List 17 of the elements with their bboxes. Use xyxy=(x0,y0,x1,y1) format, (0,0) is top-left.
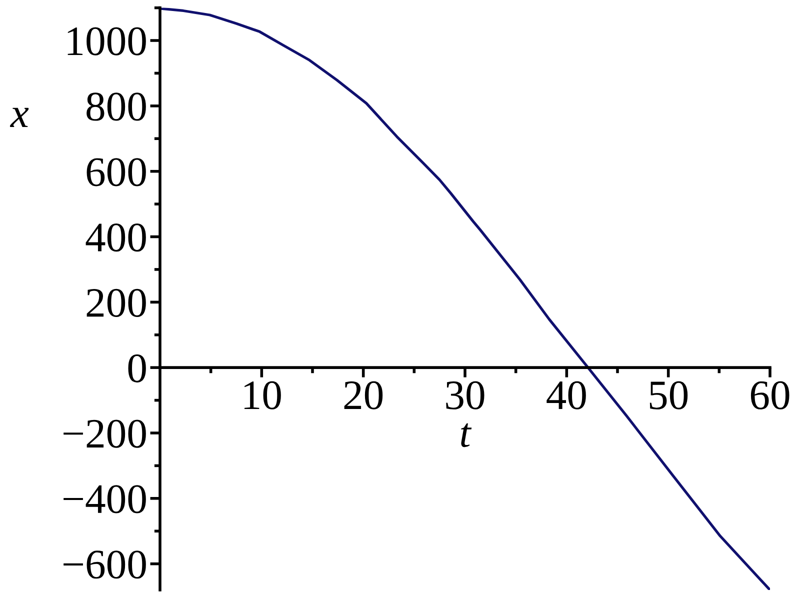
y-tick-label: −200 xyxy=(64,420,146,448)
x-tick-label: 20 xyxy=(344,381,383,410)
x-tick-label: 40 xyxy=(546,381,586,410)
y-tick-label: 0 xyxy=(128,354,146,382)
x-tick-label: 60 xyxy=(750,381,790,410)
x-axis-title: t xyxy=(461,423,472,448)
x-tick-label: 30 xyxy=(446,381,484,410)
y-tick-label: 600 xyxy=(86,158,146,186)
y-tick-label: 400 xyxy=(86,223,146,252)
x-tick-label: 10 xyxy=(244,381,281,410)
y-tick-label: 800 xyxy=(86,92,146,121)
y-tick-label: −400 xyxy=(64,485,146,514)
y-tick-label: −600 xyxy=(64,550,146,579)
x-tick-label: 50 xyxy=(650,381,688,410)
y-tick-label: 1000 xyxy=(68,27,146,56)
y-tick-label: 200 xyxy=(86,288,146,318)
y-axis-title: x xyxy=(10,108,29,128)
